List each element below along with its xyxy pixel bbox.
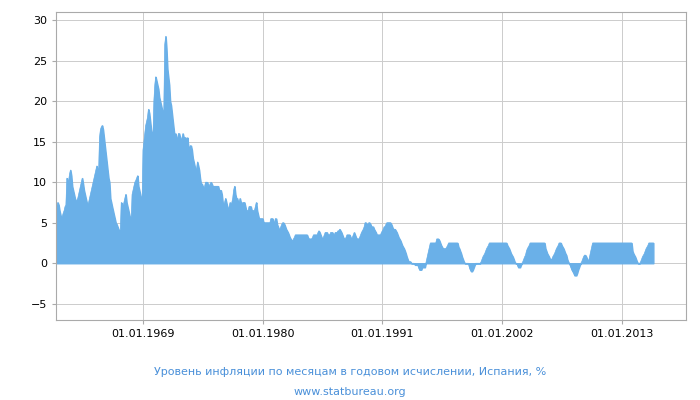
Text: Уровень инфляции по месяцам в годовом исчислении, Испания, %: Уровень инфляции по месяцам в годовом ис…	[154, 367, 546, 377]
Text: www.statbureau.org: www.statbureau.org	[294, 387, 406, 397]
